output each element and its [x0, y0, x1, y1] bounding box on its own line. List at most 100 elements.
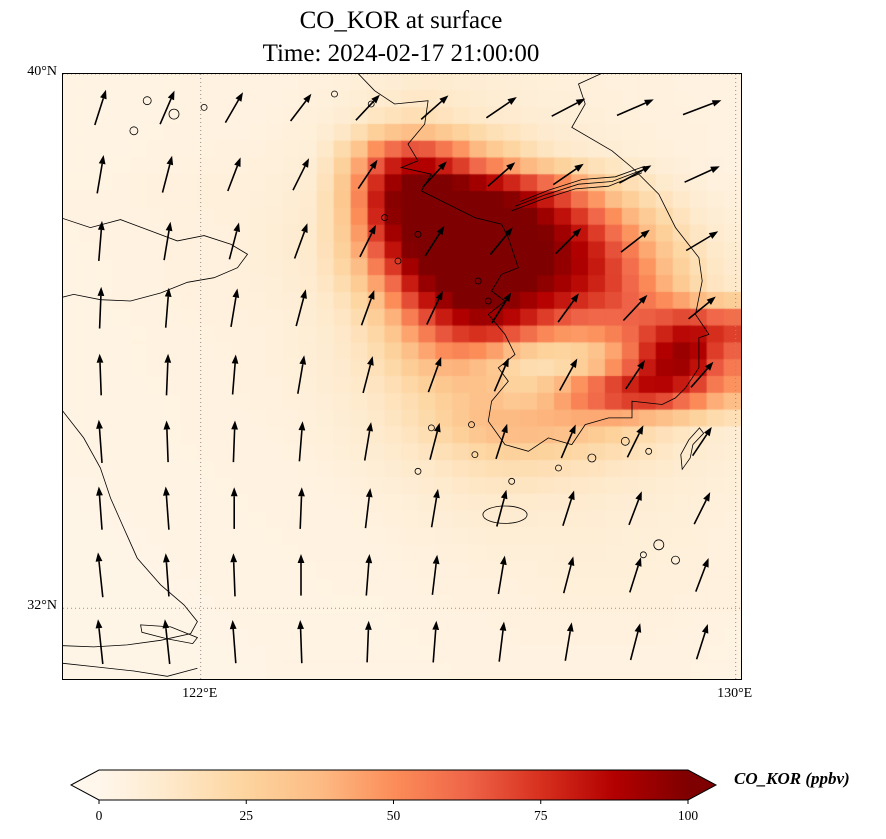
wind-arrow-shaft	[551, 102, 578, 117]
colorbar-tick-label: 25	[239, 808, 254, 823]
wind-arrow-shaft	[298, 430, 303, 462]
wind-arrow-head	[434, 356, 442, 367]
island-outline	[168, 108, 180, 120]
colorbar-tick-label: 0	[95, 808, 103, 823]
wind-arrow-head	[635, 557, 642, 567]
wind-arrow-head	[574, 163, 584, 172]
wind-arrow-head	[569, 424, 576, 435]
wind-arrow-head	[568, 490, 575, 501]
wind-arrow-head	[368, 290, 375, 300]
wind-arrow-head	[95, 552, 103, 562]
island-outline	[653, 539, 665, 551]
wind-arrow-head	[367, 356, 374, 366]
wind-arrow-head	[635, 491, 642, 501]
wind-arrow-head	[163, 486, 170, 496]
wind-arrow-shaft	[695, 632, 706, 660]
island-outline	[129, 126, 139, 136]
wind-arrow-shaft	[422, 167, 442, 188]
wind-arrow-head	[701, 624, 709, 634]
wind-arrow-head	[300, 289, 307, 299]
wind-arrow-head	[641, 165, 652, 173]
wind-arrow-shaft	[620, 234, 644, 253]
co-heatmap-canvas	[63, 74, 741, 679]
wind-arrow-head	[638, 294, 648, 304]
wind-arrow-shaft	[159, 98, 172, 125]
wind-arrow-head	[96, 353, 104, 363]
wind-arrow-head	[235, 92, 243, 102]
wind-arrow-shaft	[355, 100, 375, 121]
coastline-chongming-island	[140, 624, 199, 645]
wind-arrow-shaft	[362, 364, 372, 394]
wind-arrow-head	[230, 553, 238, 563]
colorbar-tick-label: 50	[386, 808, 401, 823]
wind-arrow-head	[231, 354, 239, 364]
plot-time-subtitle: Time: 2024-02-17 21:00:00	[262, 40, 540, 67]
wind-arrow-shaft	[98, 495, 103, 530]
wind-arrow-head	[303, 93, 312, 103]
wind-arrow-shaft	[628, 499, 640, 526]
wind-arrow-head	[500, 489, 508, 500]
wind-arrow-shaft	[485, 101, 510, 119]
wind-arrow-shaft	[560, 432, 573, 459]
island-outline	[142, 96, 152, 106]
wind-arrow-head	[95, 619, 103, 629]
wind-arrow-head	[231, 420, 238, 430]
plot-title: CO_KOR at surface	[299, 7, 503, 34]
wind-arrow-head	[432, 554, 440, 565]
wind-arrow-shaft	[365, 562, 370, 596]
island-outline	[414, 467, 422, 475]
wind-arrow-head	[162, 619, 170, 629]
island-outline	[331, 90, 338, 98]
wind-arrow-head	[298, 487, 305, 497]
island-outline	[471, 451, 479, 459]
wind-arrow-shaft	[164, 296, 169, 328]
wind-arrow-shaft	[616, 102, 646, 117]
wind-arrow-head	[302, 158, 309, 168]
wind-arrow-head	[297, 620, 304, 630]
wind-arrow-shaft	[684, 169, 712, 183]
wind-arrow-shaft	[163, 230, 170, 261]
island-outline	[200, 104, 208, 111]
colorbar-label: CO_KOR (ppbv)	[734, 769, 850, 788]
wind-arrow-shaft	[625, 367, 641, 390]
wind-arrow-shaft	[366, 629, 370, 663]
colorbar-extend-right	[688, 770, 716, 800]
wind-arrow-head	[502, 357, 509, 368]
island-outline	[671, 555, 680, 565]
wind-arrow-head	[436, 225, 445, 236]
wind-arrow-shaft	[619, 168, 644, 184]
wind-arrow-head	[365, 488, 373, 498]
island-outline	[427, 424, 435, 432]
wind-arrow-head	[570, 293, 579, 303]
colorbar-tick-label: 75	[534, 808, 548, 823]
wind-arrow-shaft	[98, 428, 103, 463]
wind-arrow-shaft	[232, 562, 236, 597]
wind-arrow-shaft	[555, 233, 576, 255]
wind-arrow-shaft	[292, 165, 306, 191]
coastline-jiangsu-coast	[63, 410, 198, 648]
wind-arrow-shaft	[98, 295, 102, 329]
wind-arrow-head	[438, 161, 447, 171]
wind-arrow-head	[506, 162, 516, 171]
wind-arrow-head	[365, 554, 373, 564]
wind-arrow-shaft	[557, 300, 575, 323]
island-outline	[394, 257, 402, 265]
wind-arrow-shaft	[426, 298, 440, 325]
wind-arrow-shaft	[420, 100, 443, 120]
wind-arrow-head	[501, 423, 508, 434]
colorbar-svg	[69, 769, 718, 804]
xtick-label: 122°E	[182, 686, 218, 701]
ytick-label: 40°N	[27, 64, 57, 79]
wind-arrow-head	[98, 155, 106, 165]
wind-arrow-shaft	[299, 628, 303, 664]
wind-arrow-head	[503, 292, 512, 302]
wind-arrow-shaft	[364, 496, 370, 529]
wind-arrow-head	[507, 97, 517, 105]
wind-arrow-head	[297, 554, 305, 563]
wind-arrow-head	[368, 224, 376, 235]
wind-arrow-shaft	[230, 297, 237, 328]
wind-arrow-head	[96, 419, 103, 429]
wind-arrow-shaft	[629, 631, 639, 661]
wind-arrow-head	[575, 98, 586, 106]
